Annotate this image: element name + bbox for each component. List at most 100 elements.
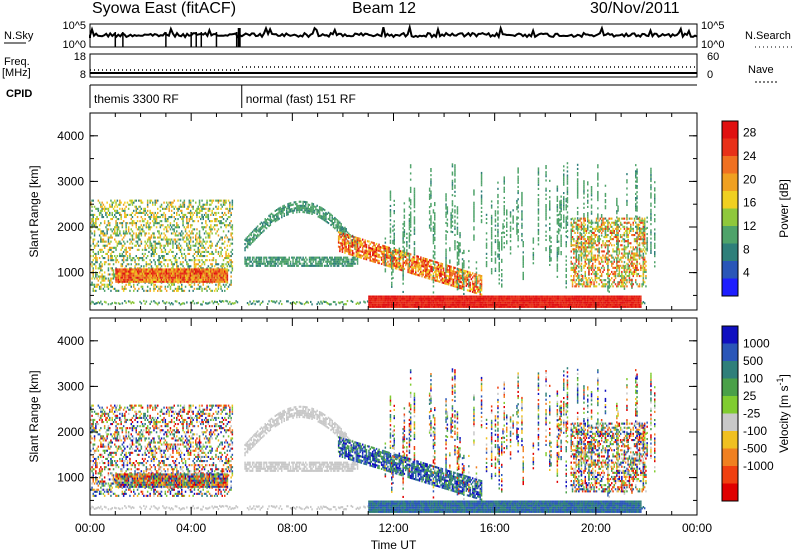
data-cell (377, 249, 379, 252)
data-cell (339, 248, 341, 251)
data-cell (213, 220, 216, 223)
data-cell (396, 251, 398, 254)
data-cell (402, 231, 404, 234)
data-cell (183, 205, 186, 208)
data-cell (251, 302, 254, 305)
data-cell (317, 264, 320, 267)
data-cell (450, 305, 452, 308)
data-cell (136, 263, 139, 266)
data-cell (454, 168, 456, 171)
data-cell (177, 268, 179, 271)
data-cell (359, 241, 361, 244)
data-cell (418, 262, 421, 265)
data-cell (310, 256, 312, 259)
data-cell (313, 264, 316, 267)
data-cell (184, 234, 187, 237)
data-cell (176, 213, 178, 216)
data-cell (382, 244, 384, 247)
data-cell (220, 278, 222, 281)
data-cell (444, 274, 446, 277)
data-cell (216, 242, 218, 245)
data-cell (423, 299, 426, 302)
data-cell (219, 272, 221, 275)
data-cell (460, 287, 462, 290)
data-cell (146, 240, 149, 243)
data-cell (375, 251, 378, 254)
data-cell (173, 230, 175, 233)
data-cell (415, 295, 417, 298)
data-cell (211, 244, 213, 247)
data-cell (181, 230, 183, 233)
data-cell (201, 276, 203, 279)
data-cell (298, 204, 301, 207)
data-cell (144, 246, 146, 249)
data-cell (416, 265, 418, 268)
data-cell (216, 199, 218, 202)
data-cell (389, 263, 392, 266)
data-cell (107, 207, 110, 210)
data-cell (165, 272, 168, 275)
data-cell (208, 272, 211, 275)
data-cell (413, 273, 416, 276)
data-cell (306, 262, 308, 265)
data-cell (162, 250, 164, 253)
data-cell (394, 263, 397, 266)
data-cell (122, 230, 125, 233)
data-cell (177, 209, 179, 212)
data-cell (138, 287, 140, 290)
data-cell (401, 297, 403, 300)
data-cell (183, 272, 186, 275)
data-cell (330, 256, 332, 259)
data-cell (216, 274, 218, 277)
data-cell (217, 268, 220, 271)
data-cell (139, 199, 141, 202)
data-cell (256, 256, 259, 259)
data-cell (105, 213, 107, 216)
data-cell (188, 278, 191, 281)
data-cell (398, 299, 401, 302)
data-cell (150, 261, 153, 264)
data-cell (449, 273, 451, 276)
data-cell (203, 255, 206, 258)
data-cell (312, 264, 315, 267)
data-cell (425, 274, 427, 277)
data-cell (312, 260, 315, 263)
data-cell (348, 244, 350, 247)
data-cell (187, 278, 189, 281)
data-cell (198, 261, 201, 264)
data-cell (368, 257, 370, 260)
data-cell (164, 276, 167, 279)
data-cell (434, 295, 436, 298)
data-cell (158, 301, 160, 304)
data-cell (220, 268, 222, 271)
data-cell (363, 245, 365, 248)
data-cell (221, 248, 223, 251)
data-cell (454, 244, 456, 247)
data-cell (446, 305, 449, 308)
data-cell (431, 299, 433, 302)
data-cell (297, 209, 299, 212)
data-cell (341, 238, 344, 241)
data-cell (303, 258, 306, 261)
data-cell (299, 206, 302, 209)
data-cell (303, 262, 306, 265)
data-cell (255, 264, 258, 267)
data-cell (144, 278, 146, 281)
data-cell (249, 264, 251, 267)
data-cell (183, 278, 186, 281)
data-cell (173, 283, 175, 286)
data-cell (107, 263, 110, 266)
data-cell (158, 230, 160, 233)
data-cell (222, 278, 225, 281)
data-cell (177, 270, 179, 273)
data-cell (456, 261, 459, 264)
data-cell (153, 224, 155, 227)
data-cell (148, 263, 150, 266)
data-cell (402, 268, 404, 271)
data-cell (392, 239, 394, 242)
data-cell (434, 253, 436, 256)
data-cell (359, 237, 361, 240)
data-cell (114, 255, 116, 258)
data-cell (459, 244, 461, 247)
data-cell (385, 303, 388, 306)
